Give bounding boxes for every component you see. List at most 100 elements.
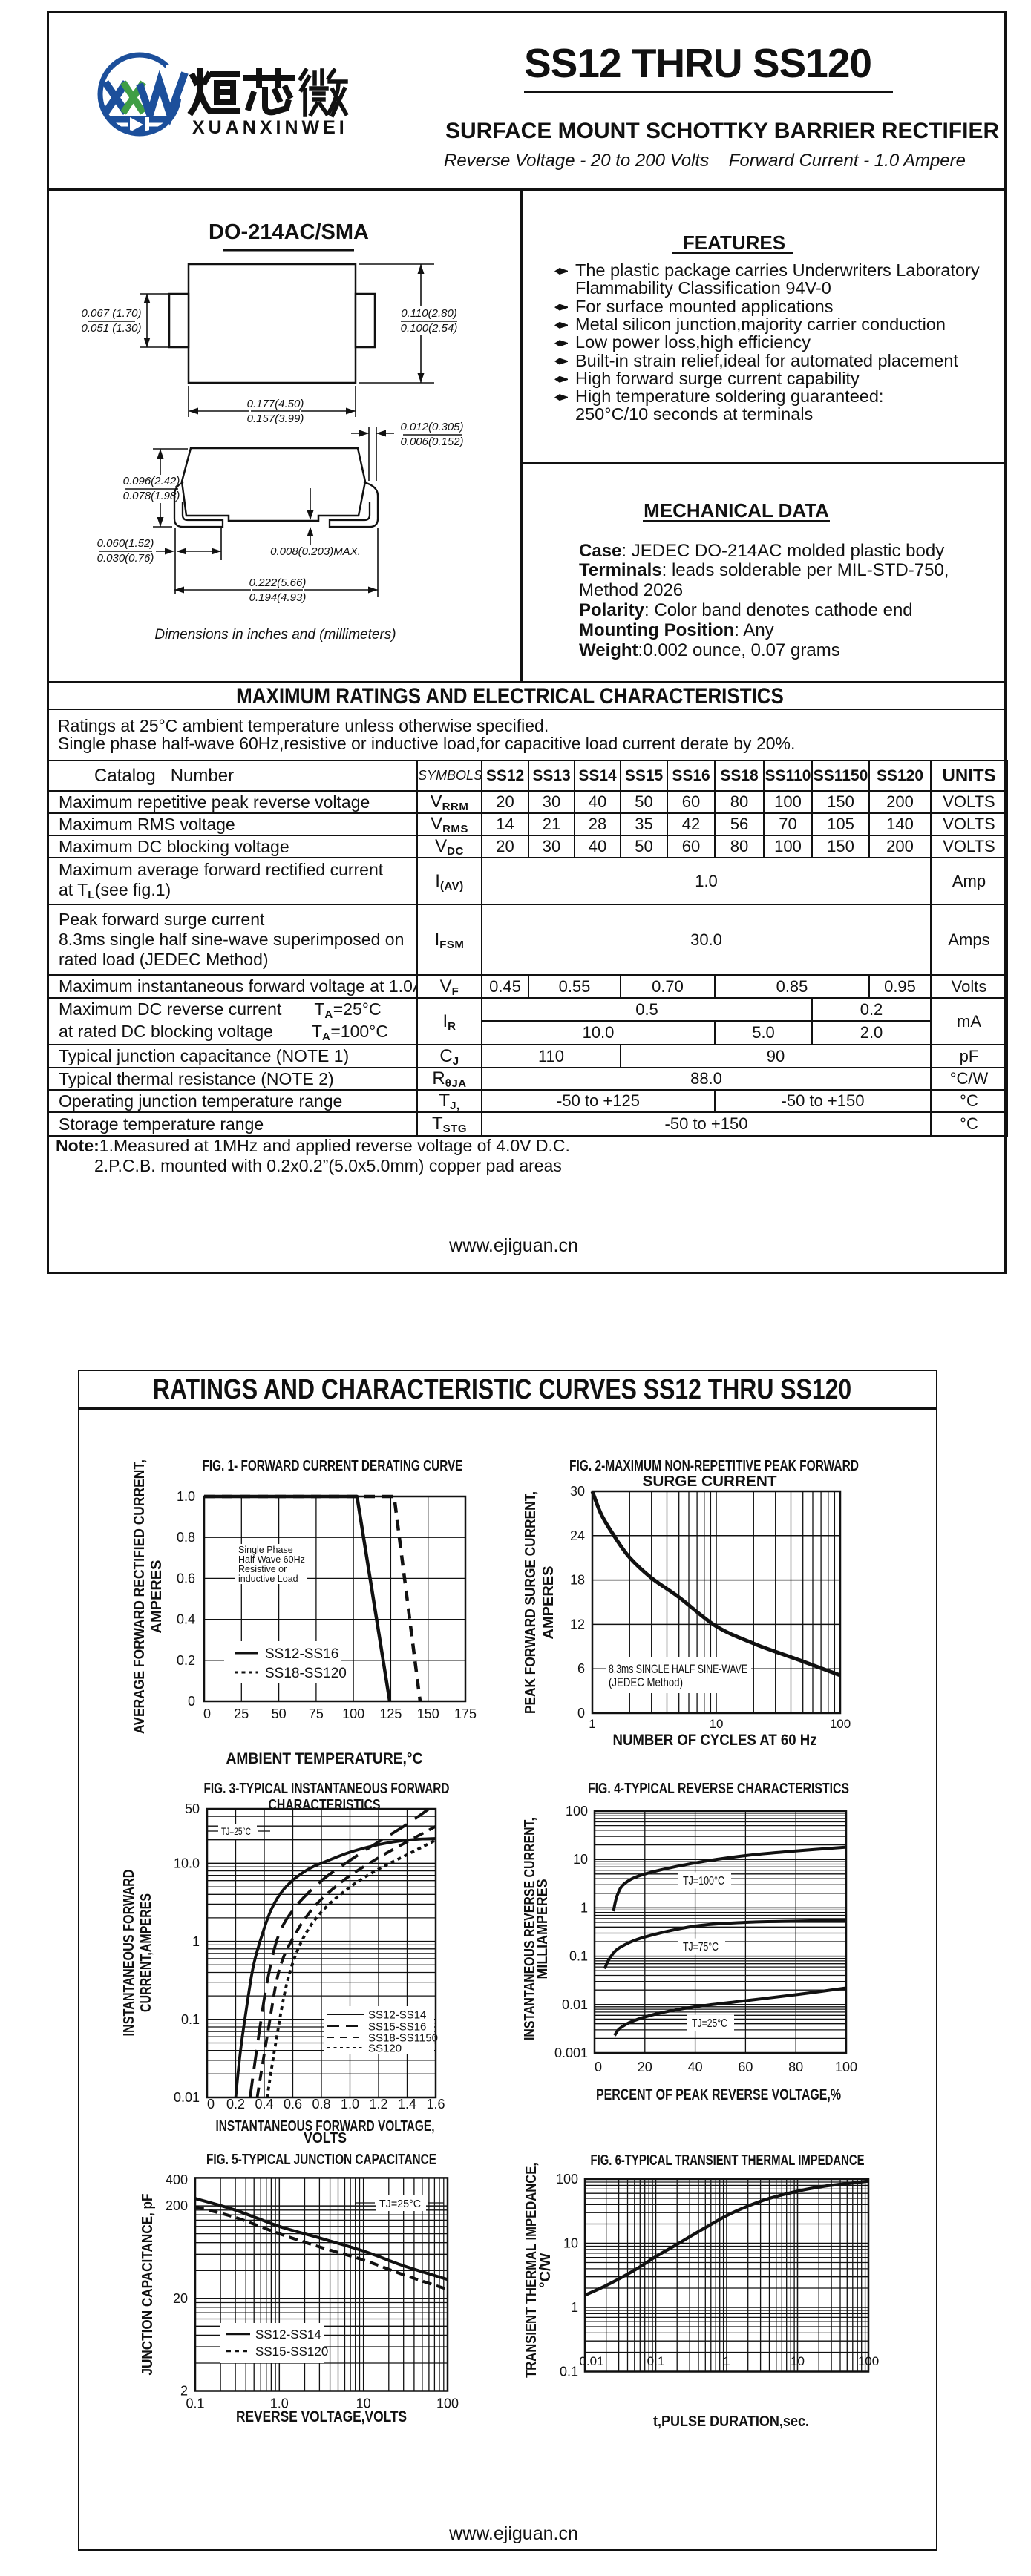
svg-text:175: 175 xyxy=(454,1706,477,1721)
svg-text:0.6: 0.6 xyxy=(177,1571,195,1586)
svg-text:FIG. 3-TYPICAL INSTANTANEOUS F: FIG. 3-TYPICAL INSTANTANEOUS FORWARD xyxy=(204,1781,450,1797)
svg-text:0.6: 0.6 xyxy=(284,2097,302,2112)
svg-text:SS15-SS16: SS15-SS16 xyxy=(368,2021,426,2034)
svg-text:1: 1 xyxy=(580,1900,588,1915)
svg-text:150: 150 xyxy=(417,1706,439,1721)
svg-text:INSTANTANEOUS REVERSE CURRENT,: INSTANTANEOUS REVERSE CURRENT, xyxy=(522,1818,538,2040)
svg-text:SS18-SS120: SS18-SS120 xyxy=(265,1666,347,1681)
svg-text:100: 100 xyxy=(436,2396,459,2411)
svg-text:0.030(0.76): 0.030(0.76) xyxy=(97,552,154,565)
svg-text:10: 10 xyxy=(563,2236,578,2251)
svg-text:0.177(4.50): 0.177(4.50) xyxy=(247,398,304,410)
svg-text:0.078(1.98): 0.078(1.98) xyxy=(123,490,180,502)
svg-text:0.2: 0.2 xyxy=(177,1653,195,1668)
svg-text:INSTANTANEOUS FORWARD: INSTANTANEOUS FORWARD xyxy=(121,1870,137,2037)
svg-text:inductive Load: inductive Load xyxy=(238,1574,298,1584)
svg-text:10: 10 xyxy=(791,2354,805,2368)
svg-text:40: 40 xyxy=(688,2060,703,2074)
svg-text:TJ=25°C: TJ=25°C xyxy=(379,2198,421,2210)
svg-text:°C/W: °C/W xyxy=(537,2253,554,2287)
svg-text:30: 30 xyxy=(570,1484,585,1499)
svg-text:0: 0 xyxy=(577,1706,585,1721)
svg-text:(JEDEC Method): (JEDEC Method) xyxy=(609,1675,683,1689)
svg-text:0.096(2.42): 0.096(2.42) xyxy=(123,475,180,487)
svg-text:FIG. 6-TYPICAL TRANSIENT THERM: FIG. 6-TYPICAL TRANSIENT THERMAL IMPEDAN… xyxy=(591,2152,865,2169)
svg-text:Dimensions in inches and (mill: Dimensions in inches and (millimeters) xyxy=(154,627,396,643)
svg-text:0.8: 0.8 xyxy=(177,1530,195,1545)
svg-text:24: 24 xyxy=(570,1528,585,1543)
svg-text:0.008(0.203)MAX.: 0.008(0.203)MAX. xyxy=(270,545,361,558)
svg-text:125: 125 xyxy=(379,1706,402,1721)
svg-text:FIG. 4-TYPICAL REVERSE CHARACT: FIG. 4-TYPICAL REVERSE CHARACTERISTICS xyxy=(588,1781,849,1797)
svg-text:Half Wave 60Hz: Half Wave 60Hz xyxy=(238,1554,305,1565)
svg-text:0.100(2.54): 0.100(2.54) xyxy=(401,322,458,335)
svg-text:0.2: 0.2 xyxy=(226,2097,245,2112)
svg-text:0.006(0.152): 0.006(0.152) xyxy=(400,436,463,448)
svg-text:FIG. 2-MAXIMUM NON-REPETITIVE: FIG. 2-MAXIMUM NON-REPETITIVE PEAK FORWA… xyxy=(569,1458,859,1474)
svg-text:Single Phase: Single Phase xyxy=(238,1545,293,1555)
svg-text:1.0: 1.0 xyxy=(270,2396,289,2411)
svg-text:0.1: 0.1 xyxy=(560,2365,578,2379)
svg-text:1.4: 1.4 xyxy=(398,2097,416,2112)
svg-text:AMPERES: AMPERES xyxy=(148,1560,165,1634)
svg-text:PEAK FORWARD SURGE CURRENT,: PEAK FORWARD SURGE CURRENT, xyxy=(523,1491,539,1714)
svg-text:TJ=100°C: TJ=100°C xyxy=(683,1875,724,1887)
svg-text:200: 200 xyxy=(166,2198,188,2213)
svg-text:100: 100 xyxy=(342,1706,364,1721)
svg-text:0.060(1.52): 0.060(1.52) xyxy=(97,537,154,550)
svg-text:10.0: 10.0 xyxy=(174,1856,200,1871)
svg-text:TJ=25°C: TJ=25°C xyxy=(221,1825,251,1837)
svg-text:100: 100 xyxy=(566,1804,588,1818)
svg-text:0.01: 0.01 xyxy=(579,2354,603,2368)
svg-text:0.4: 0.4 xyxy=(255,2097,273,2112)
svg-text:SS12-SS14: SS12-SS14 xyxy=(255,2327,321,2342)
svg-text:100: 100 xyxy=(830,1717,851,1731)
svg-text:0: 0 xyxy=(203,1706,211,1721)
svg-text:0.012(0.305): 0.012(0.305) xyxy=(400,421,463,433)
svg-text:Resistive or: Resistive or xyxy=(238,1564,287,1574)
svg-text:SURGE CURRENT: SURGE CURRENT xyxy=(643,1473,777,1490)
svg-text:0: 0 xyxy=(595,2060,602,2074)
svg-text:20: 20 xyxy=(638,2060,652,2074)
svg-text:0.157(3.99): 0.157(3.99) xyxy=(247,413,304,425)
svg-text:1.0: 1.0 xyxy=(177,1489,195,1504)
svg-text:18: 18 xyxy=(570,1573,585,1588)
svg-text:0.1: 0.1 xyxy=(569,1949,588,1964)
svg-text:XUANXINWEI: XUANXINWEI xyxy=(192,117,348,138)
svg-text:0.8: 0.8 xyxy=(312,2097,330,2112)
svg-text:0.4: 0.4 xyxy=(177,1612,195,1627)
svg-text:1: 1 xyxy=(571,2300,578,2315)
svg-text:6: 6 xyxy=(577,1661,585,1676)
svg-text:80: 80 xyxy=(788,2060,803,2074)
svg-text:0.1: 0.1 xyxy=(186,2396,204,2411)
svg-text:100: 100 xyxy=(858,2354,879,2368)
svg-text:FIG. 5-TYPICAL JUNCTION CAPACI: FIG. 5-TYPICAL JUNCTION CAPACITANCE xyxy=(206,2152,436,2168)
svg-text:0: 0 xyxy=(207,2097,215,2112)
svg-text:0.222(5.66): 0.222(5.66) xyxy=(249,576,307,589)
svg-text:8.3ms SINGLE HALF SINE-WAVE: 8.3ms SINGLE HALF SINE-WAVE xyxy=(609,1662,747,1676)
svg-text:0.1: 0.1 xyxy=(647,2354,665,2368)
svg-text:TJ=25°C: TJ=25°C xyxy=(692,2017,727,2030)
svg-text:12: 12 xyxy=(570,1617,585,1632)
svg-text:0.051 (1.30): 0.051 (1.30) xyxy=(82,322,142,335)
svg-text:t,PULSE DURATION,sec.: t,PULSE DURATION,sec. xyxy=(653,2414,809,2430)
svg-text:SS18-SS1150: SS18-SS1150 xyxy=(368,2032,438,2045)
svg-text:1: 1 xyxy=(723,2354,730,2368)
svg-text:AMPERES: AMPERES xyxy=(540,1566,557,1640)
svg-text:MILLIAMPERES: MILLIAMPERES xyxy=(534,1879,551,1979)
svg-text:CURRENT,AMPERES: CURRENT,AMPERES xyxy=(138,1893,154,2012)
svg-text:AVERAGE FORWARD RECTIFIED CURR: AVERAGE FORWARD RECTIFIED CURRENT, xyxy=(131,1459,148,1734)
svg-text:TJ=75°C: TJ=75°C xyxy=(683,1941,719,1954)
svg-text:0.110(2.80): 0.110(2.80) xyxy=(401,307,457,320)
svg-text:1.6: 1.6 xyxy=(426,2097,445,2112)
svg-text:NUMBER OF CYCLES AT 60 Hz: NUMBER OF CYCLES AT 60 Hz xyxy=(613,1732,817,1749)
svg-text:JUNCTION CAPACITANCE, pF: JUNCTION CAPACITANCE, pF xyxy=(140,2194,156,2376)
svg-text:0.001: 0.001 xyxy=(554,2046,588,2060)
svg-text:0.194(4.93): 0.194(4.93) xyxy=(249,591,307,604)
svg-text:75: 75 xyxy=(309,1706,324,1721)
svg-text:DO-214AC/SMA: DO-214AC/SMA xyxy=(209,220,369,244)
svg-text:PERCENT OF PEAK REVERSE VOLTAG: PERCENT OF PEAK REVERSE VOLTAGE,% xyxy=(596,2086,841,2103)
svg-text:0: 0 xyxy=(188,1694,195,1709)
svg-text:1: 1 xyxy=(589,1717,595,1731)
svg-text:10: 10 xyxy=(356,2396,371,2411)
